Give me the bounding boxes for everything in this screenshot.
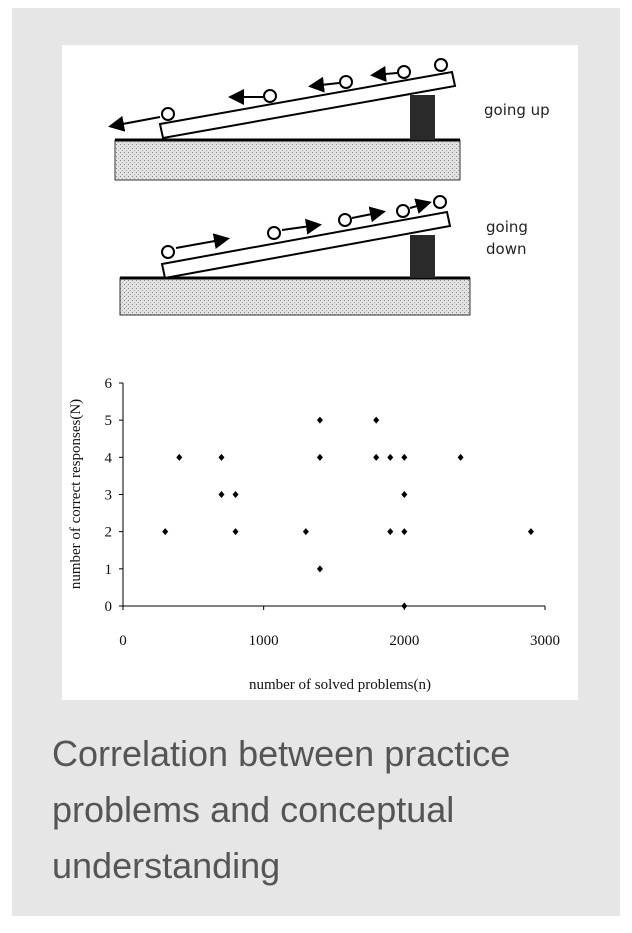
x-tick-label: 3000: [530, 633, 560, 649]
data-point: [373, 453, 380, 461]
x-tick-label: 1000: [249, 633, 279, 649]
y-tick-label: 4: [105, 450, 113, 466]
data-point: [176, 453, 183, 461]
x-tick-label: 2000: [389, 633, 419, 649]
y-axis-label: number of correct responses(N): [68, 399, 84, 589]
data-point: [316, 453, 323, 461]
data-point: [316, 565, 323, 573]
data-point: [232, 528, 239, 536]
data-point: [162, 528, 169, 536]
data-point: [401, 602, 408, 610]
y-tick-label: 0: [105, 599, 113, 615]
data-point: [232, 491, 239, 498]
x-tick-label: 0: [119, 633, 127, 649]
data-point: [457, 453, 464, 461]
caption: Correlation between practice problems an…: [52, 733, 511, 886]
data-point: [218, 491, 225, 498]
data-point: [527, 528, 534, 536]
y-tick-label: 1: [105, 562, 113, 578]
data-point: [373, 416, 380, 424]
data-point: [316, 416, 323, 424]
y-tick-label: 6: [105, 376, 113, 392]
data-point: [387, 528, 394, 536]
data-point: [401, 453, 408, 461]
data-point: [218, 453, 225, 461]
diagram-label: going up: [484, 101, 550, 119]
y-tick-label: 3: [105, 488, 113, 504]
data-point: [401, 528, 408, 536]
scatter-chart: 0 1 2 3 4 5 6 0 1000 2000 3000 number of solved pro…: [68, 376, 560, 693]
diagram: [108, 58, 471, 316]
data-point: [302, 528, 309, 536]
diagram-label: going down: [486, 218, 528, 258]
data-point: [401, 491, 408, 498]
y-tick-label: 2: [105, 525, 113, 541]
data-point: [387, 453, 394, 461]
y-tick-label: 5: [105, 413, 113, 429]
x-axis-label: number of solved problems(n): [249, 677, 431, 693]
